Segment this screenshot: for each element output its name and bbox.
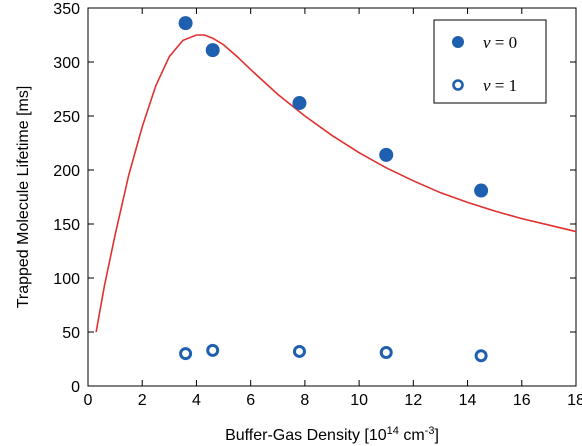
legend-box [433, 19, 547, 104]
x-tick-label: 2 [138, 392, 147, 409]
y-tick-label: 350 [53, 1, 80, 18]
x-tick-label: 8 [300, 392, 309, 409]
y-tick-label: 300 [53, 55, 80, 72]
y-tick-label: 250 [53, 109, 80, 126]
x-tick-label: 16 [513, 392, 531, 409]
legend-label-series-1: v = 1 [483, 76, 517, 95]
plot-area [87, 7, 577, 387]
y-tick-label: 150 [53, 217, 80, 234]
legend-marker-open-circle [452, 79, 464, 91]
data-point-series-1 [292, 344, 306, 358]
x-tick-label: 12 [404, 392, 422, 409]
data-point-series-1 [179, 347, 193, 361]
legend-marker-filled-circle [452, 36, 464, 48]
x-tick-label: 10 [350, 392, 368, 409]
plot-frame [87, 7, 577, 387]
data-point-series-0 [178, 16, 193, 31]
data-points-layer [178, 16, 489, 363]
data-point-series-0 [205, 43, 220, 58]
legend-label-series-0: v = 0 [483, 33, 517, 52]
legend-rest-1: = 1 [491, 76, 518, 95]
legend-var-1: v [483, 76, 491, 95]
axis-ticks: 0 2 4 6 8 10 12 14 16 18 0 50 100 150 200 250 300 350 [53, 1, 582, 409]
data-point-series-0 [292, 96, 307, 111]
data-point-series-1 [379, 346, 393, 360]
legend: v = 0 v = 1 [433, 19, 547, 104]
y-tick-label: 200 [53, 163, 80, 180]
x-axis-title-unit: cm [399, 427, 425, 444]
x-tick-label: 0 [84, 392, 93, 409]
x-axis-title-unit-exp: -3 [425, 425, 435, 437]
fit-curve-layer [95, 34, 577, 333]
fit-curve [95, 34, 577, 333]
y-tick-label: 100 [53, 271, 80, 288]
y-tick-label: 0 [71, 379, 80, 396]
y-tick-label: 50 [62, 325, 80, 342]
data-point-series-1 [474, 349, 488, 363]
x-axis-title-main: Buffer-Gas Density [10 [225, 427, 387, 444]
x-axis-title-exp: 14 [387, 425, 399, 437]
data-point-series-0 [474, 183, 489, 198]
x-axis-title-close: ] [434, 427, 438, 444]
x-tick-label: 14 [459, 392, 477, 409]
x-axis-title: Buffer-Gas Density [1014 cm-3] [225, 425, 439, 444]
data-point-series-1 [206, 343, 220, 357]
legend-var-0: v [483, 33, 491, 52]
x-tick-label: 6 [246, 392, 255, 409]
x-tick-label: 18 [567, 392, 582, 409]
y-axis-title: Trapped Molecule Lifetime [ms] [15, 86, 32, 309]
data-point-series-0 [379, 147, 394, 162]
x-tick-label: 4 [192, 392, 201, 409]
legend-rest-0: = 0 [491, 33, 518, 52]
